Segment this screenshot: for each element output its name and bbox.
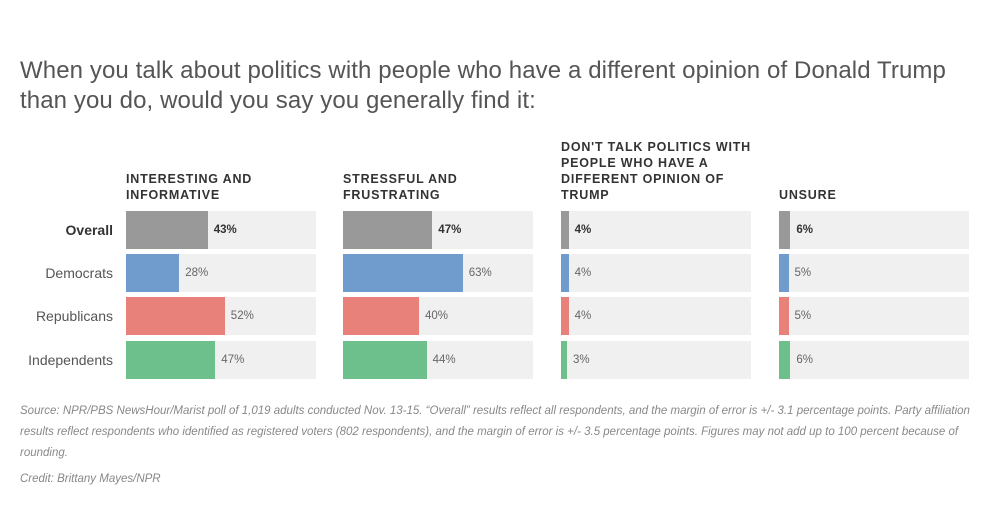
bar-independents: [343, 341, 427, 379]
data-label: 3%: [573, 354, 590, 366]
bar-overall: [561, 211, 569, 249]
bar-track: 6%: [779, 211, 969, 249]
bar-track: 6%: [779, 341, 969, 379]
bar-track: 5%: [779, 254, 969, 292]
data-label: 5%: [794, 267, 812, 279]
credit-line: Credit: Brittany Mayes/NPR: [20, 473, 161, 485]
bar-democrats: [343, 254, 463, 292]
bar-track: 4%: [561, 254, 751, 292]
bar-overall: [343, 211, 433, 249]
bar-track: 43%: [126, 211, 316, 249]
row-label-republicans: Republicans: [35, 308, 113, 324]
bar-republicans: [561, 297, 569, 335]
column-header-interesting-and-informative: INTERESTING AND INFORMATIVE: [126, 172, 253, 202]
data-label: 4%: [574, 267, 592, 279]
bar-independents: [561, 341, 567, 379]
data-label: 5%: [794, 310, 812, 322]
data-label: 52%: [230, 310, 254, 322]
column-header-stressful-and-frustrating: STRESSFUL AND FRUSTRATING: [343, 172, 458, 202]
bar-independents: [779, 341, 791, 379]
bar-independents: [126, 341, 216, 379]
bar-democrats: [561, 254, 569, 292]
bar-track: 4%: [561, 297, 751, 335]
bar-democrats: [779, 254, 789, 292]
row-label-democrats: Democrats: [45, 265, 113, 281]
bar-republicans: [343, 297, 419, 335]
bar-track: 63%: [343, 254, 533, 292]
column-header-don-t-talk-politics-with-peopl: DON'T TALK POLITICS WITH PEOPLE WHO HAVE…: [561, 140, 751, 202]
data-label: 6%: [796, 354, 814, 366]
bar-track: 52%: [126, 297, 316, 335]
data-label: 47%: [438, 224, 462, 236]
bar-overall: [779, 211, 791, 249]
chart-title: When you talk about politics with people…: [20, 57, 946, 115]
data-label: 63%: [468, 267, 492, 279]
row-label-independents: Independents: [28, 352, 113, 368]
column-header-unsure: UNSURE: [779, 188, 837, 202]
data-label: 40%: [425, 310, 449, 322]
row-label-overall: Overall: [65, 222, 113, 238]
bar-republicans: [779, 297, 789, 335]
bar-democrats: [126, 254, 180, 292]
bar-track: 5%: [779, 297, 969, 335]
bar-track: 4%: [561, 211, 751, 249]
data-label: 6%: [796, 224, 814, 236]
source-note: Source: NPR/PBS NewsHour/Marist poll of …: [20, 405, 970, 459]
bar-track: 28%: [126, 254, 316, 292]
bar-track: 47%: [343, 211, 533, 249]
data-label: 28%: [185, 267, 209, 279]
data-label: 4%: [574, 310, 592, 322]
bar-track: 44%: [343, 341, 533, 379]
bar-track: 3%: [561, 341, 751, 379]
data-label: 43%: [213, 224, 237, 236]
bar-republicans: [126, 297, 225, 335]
bar-overall: [126, 211, 208, 249]
bar-track: 40%: [343, 297, 533, 335]
bar-track: 47%: [126, 341, 316, 379]
data-label: 47%: [221, 354, 245, 366]
data-label: 44%: [432, 354, 456, 366]
data-label: 4%: [574, 224, 592, 236]
